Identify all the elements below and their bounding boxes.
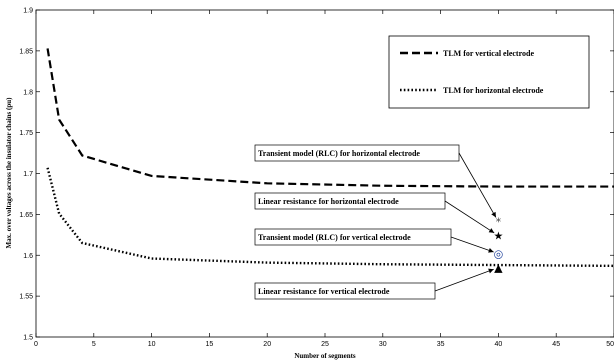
x-tick-label: 30 [379,341,387,348]
annotation-arrow [450,236,494,253]
legend-box [388,35,590,109]
y-axis: 1.5 1.55 1.6 1.65 1.7 1.75 1.8 1.85 1.9 [19,8,614,342]
y-tick-label: 1.55 [19,294,33,301]
x-axis-title: Number of segments [294,352,356,360]
annotation-label: Transient model (RLC) for vertical elect… [258,233,411,242]
y-tick-label: 1.9 [23,8,33,15]
y-tick-label: 1.8 [23,89,33,96]
annotation-label: Linear resistance for horizontal electro… [258,197,399,206]
annotation-arrow [434,268,494,292]
x-tick-label: 45 [552,341,560,348]
annotation-arrowhead [488,228,495,233]
y-tick-label: 1.75 [19,130,33,137]
legend-label: TLM for horizontal electrode [443,86,544,95]
annotation-arrowhead [488,268,494,274]
annotation-arrowhead [491,211,496,218]
annotation-arrowhead [488,247,494,253]
y-axis-title: Max. over voltages across the insulator … [5,97,13,249]
annotations: Transient model (RLC) for horizontal ele… [254,144,504,300]
annotation-label: Linear resistance for vertical electrode [258,287,390,296]
series-line-vertical [46,48,614,188]
y-tick-label: 1.5 [23,335,33,342]
series-line-horizontal [46,167,614,268]
x-tick-label: 15 [206,341,214,348]
y-tick-label: 1.7 [23,171,33,178]
x-tick-label: 25 [321,341,329,348]
data-point-marker: ▲ [494,262,503,275]
y-tick-label: 1.6 [23,253,33,260]
data-point-marker: ◎ [494,248,504,261]
legend-label: TLM for vertical electrode [443,49,534,58]
x-axis: 0 5 10 15 20 25 30 35 40 45 50 [34,10,614,348]
data-point-marker: * [496,216,502,229]
x-tick-label: 40 [495,341,503,348]
annotation-arrow [444,200,495,234]
x-tick-label: 50 [606,341,614,348]
x-tick-label: 10 [148,341,156,348]
y-tick-label: 1.65 [19,212,33,219]
data-point-marker: ★ [493,230,503,243]
annotation-label: Transient model (RLC) for horizontal ele… [258,149,420,158]
x-tick-label: 0 [34,341,38,348]
x-tick-label: 5 [92,341,96,348]
series-layer [46,48,614,268]
annotation-arrow [458,152,497,218]
legend: TLM for vertical electrode TLM for horizo… [388,35,590,109]
x-tick-label: 35 [437,341,445,348]
y-tick-label: 1.85 [19,48,33,55]
x-tick-label: 20 [263,341,271,348]
